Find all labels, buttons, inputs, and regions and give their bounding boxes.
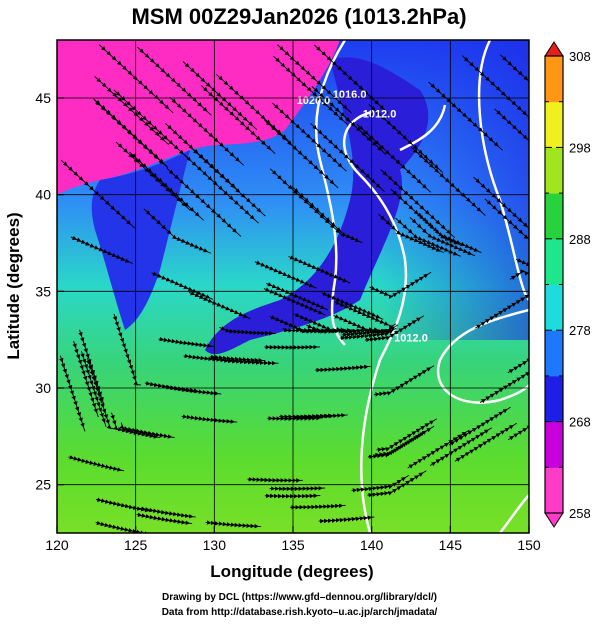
contour-label: 1016.0: [333, 89, 367, 101]
isobar-southeast: [499, 494, 529, 533]
colorbar-segment: [545, 330, 563, 377]
colorbar-label: 298: [569, 140, 591, 155]
wind-streamlines: [59, 44, 529, 533]
streamline: [254, 260, 317, 289]
streamline: [112, 313, 141, 386]
x-axis-label: Longitude (degrees): [210, 562, 373, 581]
colorbar-segment: [545, 421, 563, 468]
x-tick-label: 135: [281, 537, 305, 553]
credit-drawing: Drawing by DCL (https://www.gfd–dennou.o…: [161, 592, 437, 603]
streamline: [136, 512, 193, 525]
grid: [57, 40, 529, 533]
credit-data: Data from http://database.rish.kyoto–u.a…: [161, 607, 438, 618]
colorbar-segment: [545, 238, 563, 285]
streamline: [376, 418, 438, 452]
streamline: [339, 327, 397, 341]
colorbar-segment: [545, 56, 563, 103]
y-tick-label: 35: [35, 283, 51, 299]
streamline: [473, 176, 529, 239]
y-axis-label: Latitude (degrees): [4, 212, 23, 359]
y-tick-label: 25: [35, 477, 51, 493]
x-axis-ticks: 120 125 130 135 140 145 150: [45, 526, 541, 553]
y-tick-label: 30: [35, 380, 51, 396]
y-tick-label: 45: [35, 90, 51, 106]
contour-label: 1020.0: [297, 95, 331, 107]
streamline: [277, 44, 352, 114]
streamline: [315, 364, 371, 373]
colorbar-segment: [545, 375, 563, 423]
streamline: [318, 515, 375, 524]
contour-label: 1012.0: [394, 333, 428, 345]
streamline: [290, 503, 346, 510]
x-tick-label: 130: [203, 537, 227, 553]
streamline: [70, 235, 133, 264]
streamline: [410, 146, 486, 216]
streamline: [507, 403, 529, 441]
streamline: [279, 413, 335, 419]
streamline: [247, 477, 303, 483]
streamline: [72, 341, 99, 418]
streamline: [219, 326, 276, 336]
colorbar-label: 308: [569, 49, 591, 64]
colorbar-label: 258: [569, 506, 591, 521]
streamline: [494, 108, 529, 174]
y-tick-label: 40: [35, 187, 51, 203]
colorbar-label: 268: [569, 415, 591, 430]
colorbar-label: 278: [569, 323, 591, 338]
x-tick-label: 140: [360, 537, 384, 553]
streamline: [269, 486, 326, 492]
streamline: [509, 267, 529, 281]
colorbar-max-arrow: [544, 41, 564, 57]
streamline: [158, 336, 215, 348]
x-tick-label: 120: [45, 537, 69, 553]
streamline: [448, 406, 511, 446]
streamline: [264, 344, 321, 350]
colorbar-label: 288: [569, 232, 591, 247]
contour-label: 1012.0: [363, 108, 397, 120]
colorbar-segment: [545, 467, 563, 514]
streamline: [143, 208, 211, 254]
x-tick-label: 125: [124, 537, 148, 553]
x-tick-label: 150: [517, 537, 541, 553]
streamline: [291, 186, 363, 244]
streamline: [119, 422, 175, 439]
streamline: [351, 475, 410, 493]
streamline: [205, 520, 262, 529]
x-tick-label: 145: [439, 537, 463, 553]
streamline: [200, 85, 276, 155]
colorbar-segment: [545, 284, 563, 331]
streamline: [68, 455, 125, 472]
colorbar-segment: [545, 193, 563, 240]
colorbar-min-arrow: [544, 512, 564, 528]
streamline: [263, 287, 326, 316]
streamline: [95, 497, 152, 513]
colorbar-segment: [545, 101, 563, 148]
y-axis-ticks: 25 30 35 40 45: [35, 90, 64, 493]
streamline: [479, 366, 529, 404]
streamline: [151, 271, 214, 300]
streamline: [113, 89, 189, 159]
streamline: [166, 167, 242, 237]
chart-title: MSM 00Z29Jan2026 (1013.2hPa): [131, 4, 466, 29]
streamline: [428, 81, 503, 151]
streamline: [181, 414, 238, 424]
colorbar: 258 268 278 288 298 308: [544, 41, 591, 528]
streamline: [374, 365, 435, 397]
streamline: [515, 258, 529, 277]
streamline: [183, 353, 240, 364]
streamline: [474, 291, 529, 329]
colorbar-segment: [545, 147, 563, 194]
